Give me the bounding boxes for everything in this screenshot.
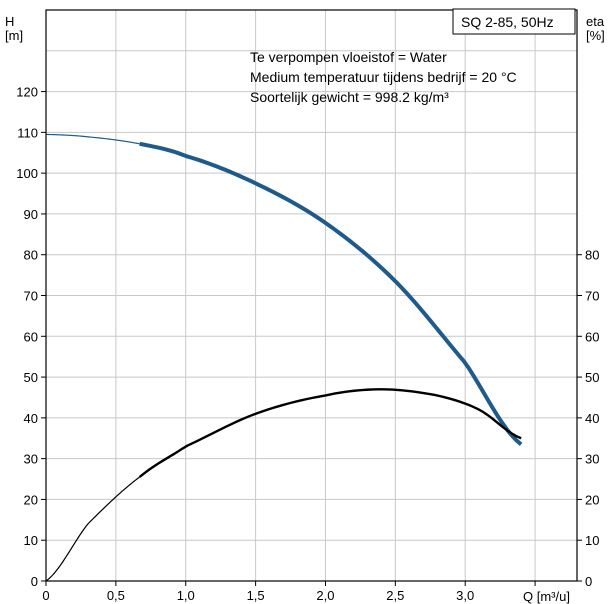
efficiency-curve-thin (45, 476, 140, 582)
x-tick-label: 2,0 (316, 588, 334, 603)
x-tick-label: 0,5 (107, 588, 125, 603)
y-left-tick-labels: 0 10 20 30 40 50 60 70 80 90 100 110 120 (16, 85, 38, 589)
y-left-tick-label: 30 (24, 452, 38, 467)
y-left-tick-label: 100 (16, 166, 38, 181)
y-right-tick-label: 20 (585, 492, 599, 507)
note-fluid: Te verpompen vloeistof = Water (250, 49, 447, 65)
y-left-tick-label: 40 (24, 411, 38, 426)
x-tick-label: 1,0 (177, 588, 195, 603)
y-right-tick-label: 0 (585, 574, 592, 589)
y-right-tick-label: 40 (585, 411, 599, 426)
y-right-axis-unit: [%] (586, 28, 605, 43)
y-left-tick-label: 0 (31, 574, 38, 589)
model-badge-label: SQ 2-85, 50Hz (461, 14, 554, 30)
y-left-tick-label: 50 (24, 370, 38, 385)
x-tick-label: 3,0 (456, 588, 474, 603)
y-right-tick-label: 30 (585, 452, 599, 467)
head-curve (139, 141, 523, 446)
y-left-tick-label: 80 (24, 248, 38, 263)
tick-marks (41, 91, 582, 586)
y-left-tick-label: 60 (24, 329, 38, 344)
y-right-tick-label: 80 (585, 248, 599, 263)
note-temperature: Medium temperatuur tijdens bedrijf = 20 … (250, 69, 517, 85)
y-left-axis-title: H (5, 14, 14, 29)
efficiency-curve (138, 388, 522, 478)
model-badge: SQ 2-85, 50Hz (452, 8, 576, 35)
x-axis-unit: Q [m³/u] (523, 589, 570, 604)
y-left-tick-label: 10 (24, 533, 38, 548)
y-right-tick-labels: 0 10 20 30 40 50 60 70 80 (585, 248, 599, 589)
y-left-axis-unit: [m] (5, 28, 23, 43)
x-tick-labels: 0 0,5 1,0 1,5 2,0 2,5 3,0 (42, 588, 474, 603)
y-right-tick-label: 10 (585, 533, 599, 548)
head-curve-thin (45, 133, 140, 145)
y-left-tick-label: 20 (24, 492, 38, 507)
x-tick-label: 0 (42, 588, 49, 603)
series-lines (45, 133, 523, 582)
y-right-tick-label: 50 (585, 370, 599, 385)
plot-frame (45, 9, 578, 582)
x-tick-label: 1,5 (247, 588, 265, 603)
y-left-tick-label: 90 (24, 207, 38, 222)
y-right-tick-label: 70 (585, 289, 599, 304)
y-left-tick-label: 70 (24, 289, 38, 304)
y-right-tick-label: 60 (585, 329, 599, 344)
x-tick-label: 2,5 (386, 588, 404, 603)
y-right-axis-title: eta (586, 14, 605, 29)
y-left-tick-label: 110 (17, 125, 38, 140)
note-density: Soortelijk gewicht = 998.2 kg/m³ (250, 89, 449, 105)
grid-lines (46, 10, 577, 581)
y-left-tick-label: 120 (16, 85, 38, 100)
